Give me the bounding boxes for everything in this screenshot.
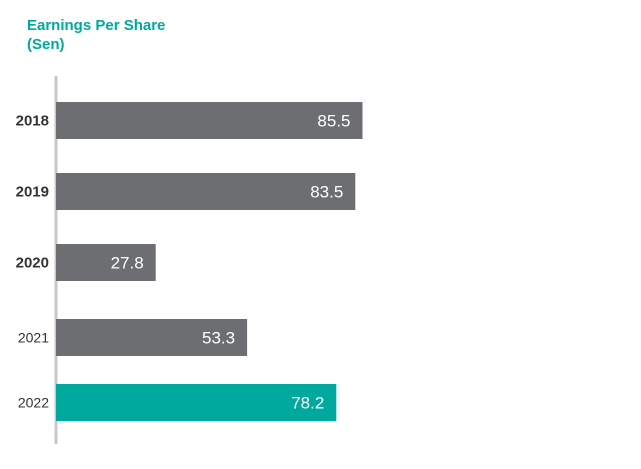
bar-2020 [56,244,156,281]
chart-title: Earnings Per Share (Sen) [27,16,165,54]
category-label-2022: 2022 [18,395,49,411]
category-label-2020: 2020 [16,255,49,272]
bar-2019 [56,173,356,210]
bar-2022 [56,384,337,421]
value-label-2020: 27.8 [111,254,144,273]
value-label-2021: 53.3 [202,329,235,348]
value-label-2019: 83.5 [310,183,343,202]
chart-subtitle: (Sen) [27,36,65,53]
value-label-2018: 85.5 [317,112,350,131]
bar-2021 [56,319,248,356]
category-label-2019: 2019 [16,184,49,201]
value-label-2022: 78.2 [291,394,324,413]
category-label-2021: 2021 [18,330,49,346]
chart-title-line: Earnings Per Share [27,17,166,34]
bar-2018 [56,102,363,139]
category-label-2018: 2018 [16,113,49,130]
